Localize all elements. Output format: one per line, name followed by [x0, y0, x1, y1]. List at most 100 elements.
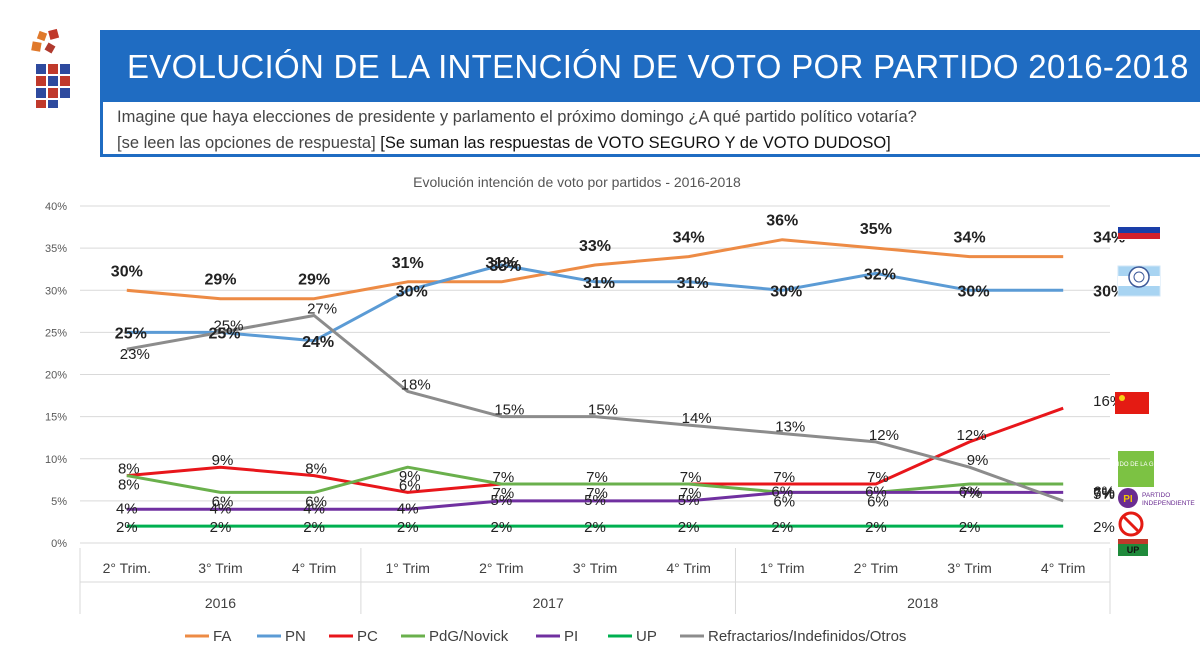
- data-label: 25%: [213, 317, 243, 334]
- data-label: 31%: [583, 275, 615, 292]
- pdg-logo-icon: PARTIDO DE LA GENTE: [1102, 451, 1170, 487]
- note-sum: [Se suman las respuestas de VOTO SEGURO …: [380, 134, 891, 152]
- no-vote-icon: [1118, 511, 1144, 537]
- question-text: Imagine que haya elecciones de president…: [117, 108, 917, 126]
- data-label: 31%: [485, 255, 517, 272]
- data-label: 6%: [399, 477, 421, 494]
- data-label: 23%: [120, 346, 150, 363]
- series-line-pi: [126, 490, 1064, 511]
- x-tick-label: 1° Trim: [385, 560, 430, 576]
- data-label: 8%: [118, 477, 140, 494]
- data-label: 6%: [959, 483, 981, 500]
- year-label: 2018: [907, 595, 938, 611]
- legend-label: UP: [636, 628, 657, 645]
- series-line-refractarios-indefinidos-otros: [126, 314, 1064, 503]
- data-label: 33%: [579, 238, 611, 255]
- title-bar: [100, 30, 1200, 102]
- question-box: [100, 102, 1200, 157]
- y-tick-label: 35%: [45, 243, 67, 255]
- data-label: 2%: [491, 519, 513, 536]
- data-label: 6%: [771, 483, 793, 500]
- data-label: 2%: [303, 519, 325, 536]
- x-tick-label: 4° Trim: [292, 560, 337, 576]
- note-read: [se leen las opciones de respuesta]: [117, 134, 376, 152]
- data-label: 6%: [212, 493, 234, 510]
- data-label: 2%: [584, 519, 606, 536]
- pi-logo-icon: PI PARTIDO INDEPENDIENTE: [1118, 488, 1195, 508]
- pc-flag-icon: [1118, 222, 1160, 240]
- data-label: 31%: [677, 275, 709, 292]
- company-logo: [31, 28, 70, 108]
- legend-label: PI: [564, 628, 578, 645]
- series-line-pdg-novick: [126, 465, 1064, 494]
- data-label: 2%: [210, 519, 232, 536]
- data-label: 7%: [586, 485, 608, 502]
- data-label: 2%: [865, 519, 887, 536]
- data-label: 27%: [307, 301, 337, 318]
- question-note: [se leen las opciones de respuesta] [Se …: [117, 134, 891, 153]
- data-label: 6%: [1093, 483, 1115, 500]
- pi-logo-badge: PI: [1123, 494, 1133, 505]
- data-label: 7%: [586, 469, 608, 486]
- data-label: 30%: [111, 263, 143, 280]
- up-logo-icon: UP: [1118, 539, 1148, 556]
- data-label: 25%: [208, 325, 240, 342]
- legend-label: PdG/Novick: [429, 628, 509, 645]
- data-label: 15%: [494, 402, 524, 419]
- data-label: 4%: [397, 500, 419, 517]
- data-label: 12%: [957, 427, 987, 444]
- data-label: 35%: [860, 221, 892, 238]
- data-label: 31%: [392, 255, 424, 272]
- legend-label: Refractarios/Indefinidos/Otros: [708, 628, 906, 645]
- data-label: 7%: [680, 469, 702, 486]
- data-label: 6%: [865, 483, 887, 500]
- data-label: 5%: [491, 492, 513, 509]
- y-tick-label: 0%: [51, 538, 67, 550]
- y-tick-label: 5%: [51, 496, 67, 508]
- data-label: 34%: [1093, 230, 1125, 247]
- pi-logo-text-1: PARTIDO: [1142, 492, 1170, 499]
- x-tick-label: 2° Trim.: [103, 560, 151, 576]
- series-line-fa: [126, 238, 1064, 301]
- legend-label: FA: [213, 628, 231, 645]
- data-label: 12%: [869, 427, 899, 444]
- x-tick-label: 3° Trim: [573, 560, 618, 576]
- data-label: 34%: [673, 230, 705, 247]
- x-tick-label: 3° Trim: [198, 560, 243, 576]
- data-label: 6%: [867, 493, 889, 510]
- x-tick-label: 2° Trim: [479, 560, 524, 576]
- data-label: 14%: [682, 410, 712, 427]
- data-label: 4%: [303, 500, 325, 517]
- legend-label: PC: [357, 628, 378, 645]
- pdg-logo-text: PARTIDO DE LA GENTE: [1102, 462, 1169, 468]
- y-tick-label: 15%: [45, 412, 67, 424]
- fa-flag-icon: [1115, 392, 1149, 414]
- data-label: 29%: [298, 272, 330, 289]
- y-tick-label: 30%: [45, 285, 67, 297]
- x-tick-label: 3° Trim: [947, 560, 992, 576]
- data-label: 36%: [766, 213, 798, 230]
- data-label: 9%: [399, 468, 421, 485]
- year-label: 2016: [205, 595, 236, 611]
- data-label: 4%: [116, 500, 138, 517]
- data-label: 30%: [770, 283, 802, 300]
- data-label: 33%: [489, 258, 521, 275]
- year-label: 2017: [533, 595, 564, 611]
- data-label: 6%: [305, 493, 327, 510]
- y-tick-label: 20%: [45, 370, 67, 382]
- pi-logo-text-2: INDEPENDIENTE: [1142, 500, 1195, 507]
- data-label: 9%: [212, 452, 234, 469]
- data-label: 29%: [204, 272, 236, 289]
- x-tick-label: 1° Trim: [760, 560, 805, 576]
- data-label: 7%: [961, 485, 983, 502]
- data-label: 2%: [678, 519, 700, 536]
- data-label: 32%: [864, 266, 896, 283]
- up-logo-text: UP: [1127, 545, 1140, 555]
- data-label: 2%: [959, 519, 981, 536]
- data-label: 7%: [1093, 485, 1115, 502]
- pn-flag-icon: [1117, 265, 1161, 297]
- y-tick-label: 10%: [45, 454, 67, 466]
- chart-title: Evolución intención de voto por partidos…: [413, 174, 741, 190]
- data-label: 24%: [302, 334, 334, 351]
